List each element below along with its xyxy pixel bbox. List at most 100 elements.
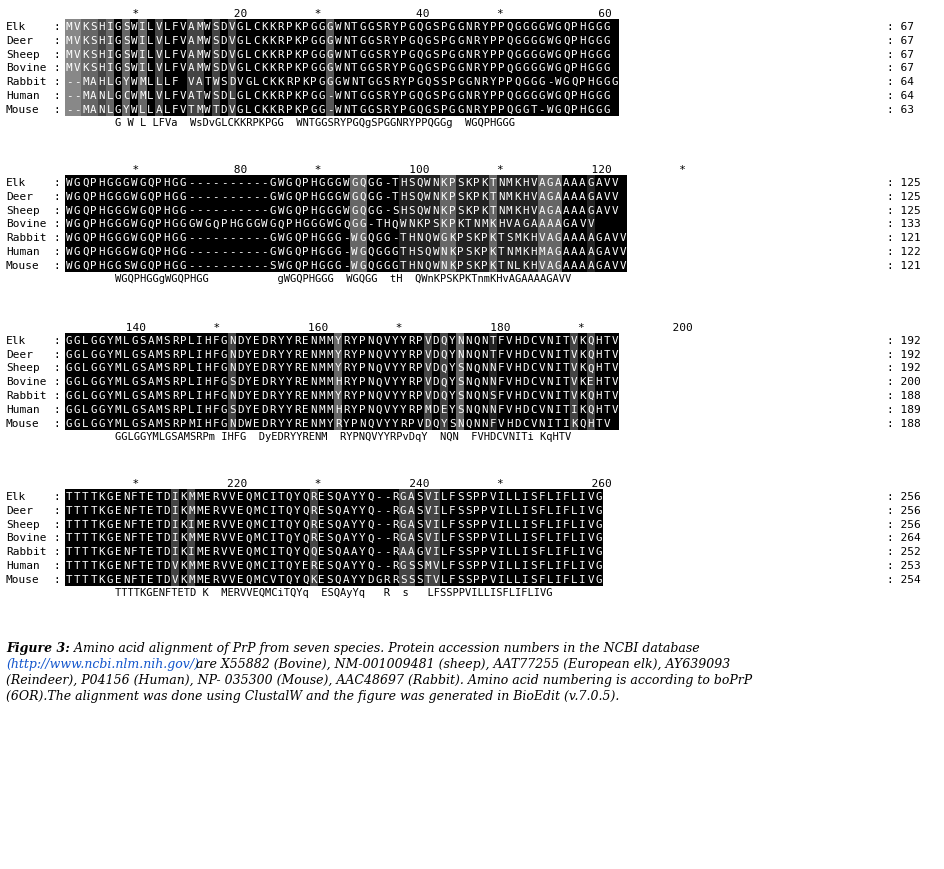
Text: S: S bbox=[163, 363, 170, 373]
Text: V: V bbox=[172, 561, 178, 570]
Text: G: G bbox=[107, 233, 113, 242]
Bar bbox=[407, 189, 415, 203]
Text: -: - bbox=[538, 104, 545, 115]
Text: F: F bbox=[497, 391, 504, 401]
Text: G: G bbox=[91, 418, 96, 428]
Bar bbox=[431, 258, 440, 272]
Text: G: G bbox=[179, 261, 186, 270]
Text: V: V bbox=[228, 50, 235, 59]
Text: L: L bbox=[244, 22, 251, 32]
Text: Q: Q bbox=[505, 90, 512, 101]
Text: N: N bbox=[497, 191, 504, 202]
Text: G: G bbox=[221, 335, 227, 346]
Text: G: G bbox=[448, 90, 455, 101]
Text: Bovine: Bovine bbox=[6, 533, 46, 542]
Text: Q: Q bbox=[82, 233, 89, 242]
Text: F: F bbox=[563, 505, 569, 515]
Text: G: G bbox=[595, 574, 601, 584]
Text: V: V bbox=[237, 77, 244, 87]
Text: -: - bbox=[261, 177, 268, 188]
Text: S: S bbox=[416, 491, 422, 501]
Text: W: W bbox=[204, 50, 211, 59]
Text: Y: Y bbox=[278, 363, 284, 373]
Text: Y: Y bbox=[351, 363, 357, 373]
Text: H: H bbox=[294, 219, 300, 229]
Bar bbox=[440, 176, 447, 189]
Text: A: A bbox=[399, 547, 406, 556]
Text: :: : bbox=[53, 247, 59, 256]
Text: V: V bbox=[221, 561, 227, 570]
Text: S: S bbox=[416, 247, 422, 256]
Text: A: A bbox=[343, 491, 349, 501]
Text: P: P bbox=[457, 261, 464, 270]
Text: G: G bbox=[66, 404, 73, 415]
Text: V: V bbox=[221, 574, 227, 584]
Text: D: D bbox=[237, 349, 244, 359]
Text: L: L bbox=[570, 533, 577, 542]
Text: A: A bbox=[563, 177, 569, 188]
Text: G: G bbox=[375, 233, 381, 242]
Text: W: W bbox=[432, 233, 439, 242]
Text: S: S bbox=[457, 377, 464, 387]
Text: Q: Q bbox=[473, 335, 480, 346]
Bar bbox=[513, 231, 521, 245]
Text: P: P bbox=[473, 505, 480, 515]
Text: Q: Q bbox=[416, 36, 422, 46]
Text: V: V bbox=[489, 533, 496, 542]
Text: S: S bbox=[408, 177, 414, 188]
Text: I: I bbox=[546, 418, 552, 428]
Text: E: E bbox=[237, 561, 244, 570]
Text: G: G bbox=[286, 261, 292, 270]
Text: Q: Q bbox=[334, 491, 341, 501]
Text: G: G bbox=[424, 36, 430, 46]
Text: N: N bbox=[464, 50, 471, 59]
Text: : 192: : 192 bbox=[886, 363, 919, 373]
Bar bbox=[171, 559, 179, 572]
Bar bbox=[504, 203, 513, 217]
Text: Q: Q bbox=[416, 22, 422, 32]
Bar bbox=[407, 531, 415, 545]
Bar bbox=[440, 245, 447, 258]
Text: G: G bbox=[237, 50, 244, 59]
Text: N: N bbox=[440, 247, 447, 256]
Text: W: W bbox=[131, 261, 138, 270]
Text: G: G bbox=[237, 90, 244, 101]
Text: Y: Y bbox=[480, 50, 487, 59]
Text: are X55882 (Bovine), NM-001009481 (sheep), AAT77255 (European elk), AY639093: are X55882 (Bovine), NM-001009481 (sheep… bbox=[192, 657, 730, 670]
Bar bbox=[456, 334, 464, 348]
Text: P: P bbox=[359, 335, 365, 346]
Text: S: S bbox=[123, 50, 129, 59]
Text: E: E bbox=[204, 491, 211, 501]
Text: -: - bbox=[261, 247, 268, 256]
Text: *             220          *             240          *             260: * 220 * 240 * 260 bbox=[65, 479, 611, 488]
Text: G: G bbox=[334, 219, 341, 229]
Text: A: A bbox=[538, 191, 545, 202]
Text: S: S bbox=[505, 233, 512, 242]
Text: R: R bbox=[269, 391, 276, 401]
Text: S: S bbox=[327, 561, 333, 570]
Text: I: I bbox=[579, 505, 585, 515]
Text: G: G bbox=[367, 50, 374, 59]
Text: V: V bbox=[221, 491, 227, 501]
Text: F: F bbox=[448, 491, 455, 501]
Text: M: M bbox=[196, 491, 203, 501]
Bar bbox=[65, 34, 73, 48]
Text: G: G bbox=[221, 391, 227, 401]
Text: L: L bbox=[570, 491, 577, 501]
Bar bbox=[423, 388, 431, 402]
Text: Q: Q bbox=[343, 219, 349, 229]
Bar bbox=[106, 75, 114, 89]
Text: Rabbit: Rabbit bbox=[6, 77, 46, 87]
Text: G: G bbox=[522, 77, 528, 87]
Bar bbox=[195, 62, 203, 75]
Text: -: - bbox=[383, 505, 390, 515]
Text: Y: Y bbox=[392, 90, 398, 101]
Bar bbox=[440, 334, 447, 348]
Text: Q: Q bbox=[440, 391, 447, 401]
Text: Q: Q bbox=[294, 177, 300, 188]
Text: G: G bbox=[98, 404, 105, 415]
Bar bbox=[586, 189, 594, 203]
Text: G: G bbox=[310, 36, 316, 46]
Text: I: I bbox=[554, 391, 561, 401]
Text: C: C bbox=[530, 377, 536, 387]
